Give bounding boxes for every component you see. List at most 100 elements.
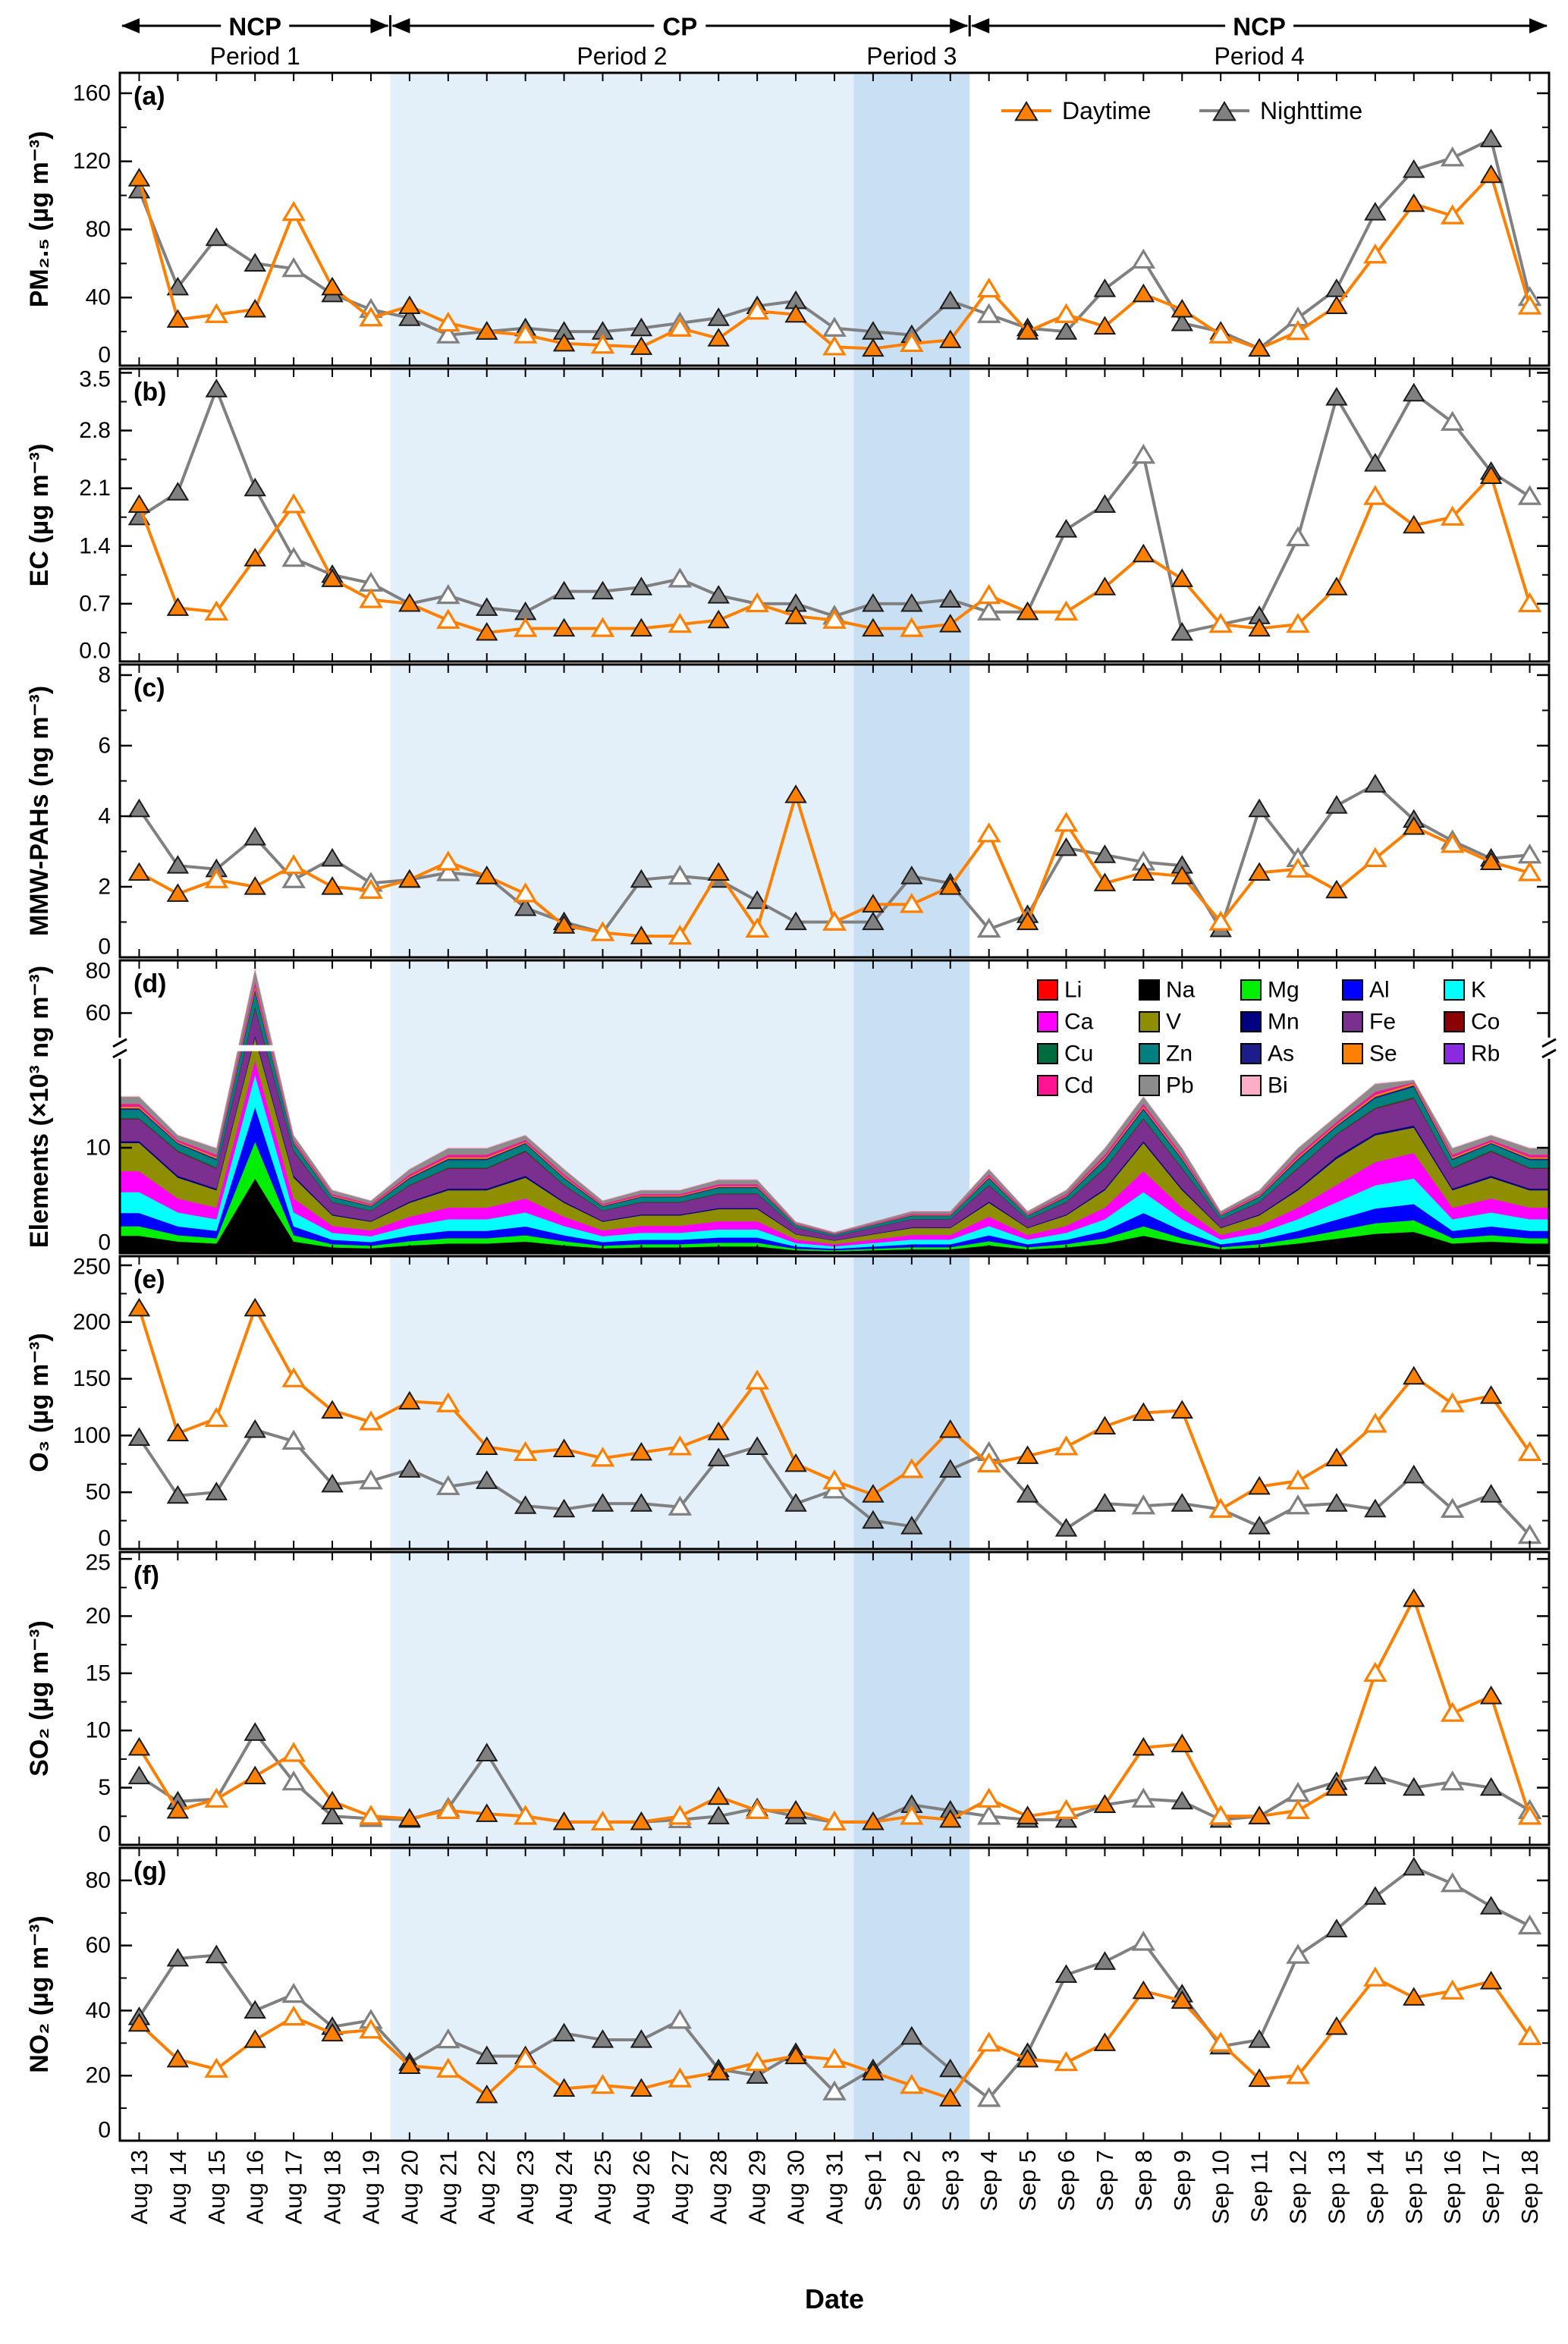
marker [513,1805,538,1825]
marker [862,894,885,913]
y-axis-title: EC (µg m⁻³) [25,444,54,587]
panel-no2: 0 20 40 60 80 (g) NO₂ (µg m⁻³) [0,1846,1568,2143]
marker [398,1808,421,1827]
x-tick-label: Aug 29 [744,2150,771,2224]
marker [784,605,807,624]
legend-swatch [1037,1043,1058,1064]
marker [1325,295,1348,315]
plot-border [118,367,1551,663]
marker [204,1406,229,1428]
marker [281,1742,306,1762]
marker [321,1400,344,1419]
marker [127,168,151,187]
marker [1363,485,1387,505]
y-tick-label: 2.1 [79,476,111,501]
marker [1363,1661,1387,1683]
marker [746,2065,768,2084]
marker [630,1441,653,1461]
marker [900,2025,923,2045]
marker [1517,2025,1542,2045]
svg-text:Aug 30: Aug 30 [783,2150,809,2224]
marker [244,826,266,846]
marker [630,925,653,944]
legend-label: Bi [1268,1073,1288,1098]
y-tick-label: 3.5 [79,367,111,392]
marker [1325,1493,1348,1512]
marker [707,2061,730,2081]
marker [1403,1856,1425,1876]
marker [476,866,498,884]
marker [1208,323,1233,344]
marker [784,911,807,931]
marker [166,1947,190,1967]
marker [1131,248,1156,269]
marker [1054,519,1078,538]
period-shading [390,369,854,661]
x-tick-label: Sep 14 [1362,2150,1388,2224]
panel-ec: 0.0 0.7 1.4 2.1 2.8 3.5 (b) EC (µg m⁻³) [0,367,1568,664]
legend-item-k: K [1444,978,1486,1003]
marker [745,917,769,938]
marker [939,1419,962,1438]
x-tick-label: Sep 18 [1516,2150,1543,2224]
marker [976,822,1001,843]
marker [1479,1777,1503,1796]
marker [514,1495,537,1514]
y-tick-label: 6 [98,733,111,758]
x-tick-label: Sep 10 [1208,2150,1234,2224]
y-tick-label: 0 [98,2118,111,2143]
legend-item-co: Co [1444,1010,1500,1035]
marker [976,917,1001,938]
svg-text:Aug 17: Aug 17 [281,2150,307,2224]
marker [1248,1805,1271,1824]
marker [321,276,344,296]
legend-item-fe: Fe [1342,1010,1396,1035]
marker [939,876,962,895]
marker [204,868,229,888]
y-tick-label: 2 [98,874,111,899]
y-tick-label: 160 [73,80,111,105]
marker [321,568,344,587]
marker [476,321,498,340]
marker [244,548,266,567]
marker [1016,321,1039,340]
marker [1248,862,1271,881]
plot-border [118,71,1551,367]
y-tick-label: 40 [86,285,111,310]
legend-label: Nighttime [1260,97,1362,124]
legend-swatch [1139,979,1160,1001]
marker [1364,774,1387,793]
marker [552,1811,576,1830]
marker [900,617,924,637]
svg-text:Sep 18: Sep 18 [1516,2150,1543,2224]
marker [707,328,730,347]
svg-text:Sep 17: Sep 17 [1478,2150,1504,2224]
marker [321,847,344,867]
y-tick-label: 20 [86,2063,111,2088]
marker [1479,851,1503,871]
legend-swatch [1342,1011,1363,1032]
marker [630,2078,653,2097]
marker [398,295,421,315]
chart-g: 0 20 40 60 80 (g) NO₂ (µg m⁻³) [25,1846,1551,2143]
marker [1517,294,1542,315]
marker [746,890,768,910]
marker [552,617,576,637]
svg-text:Aug 31: Aug 31 [822,2150,848,2224]
marker [1171,1990,1193,2009]
marker [1093,278,1117,297]
marker [1286,857,1310,878]
marker [862,1510,885,1529]
marker [1440,204,1465,225]
marker [1363,244,1387,264]
marker [1054,1435,1079,1456]
marker [707,1421,730,1441]
svg-text:Sep 14: Sep 14 [1362,2150,1388,2224]
x-tick-label: Sep 12 [1285,2150,1312,2224]
svg-text:Sep 5: Sep 5 [1014,2150,1041,2211]
marker [552,2022,576,2042]
marker [1016,2048,1039,2068]
marker [668,1495,693,1516]
legend-label: Rb [1471,1042,1500,1067]
regime-cp: CP [391,13,969,41]
